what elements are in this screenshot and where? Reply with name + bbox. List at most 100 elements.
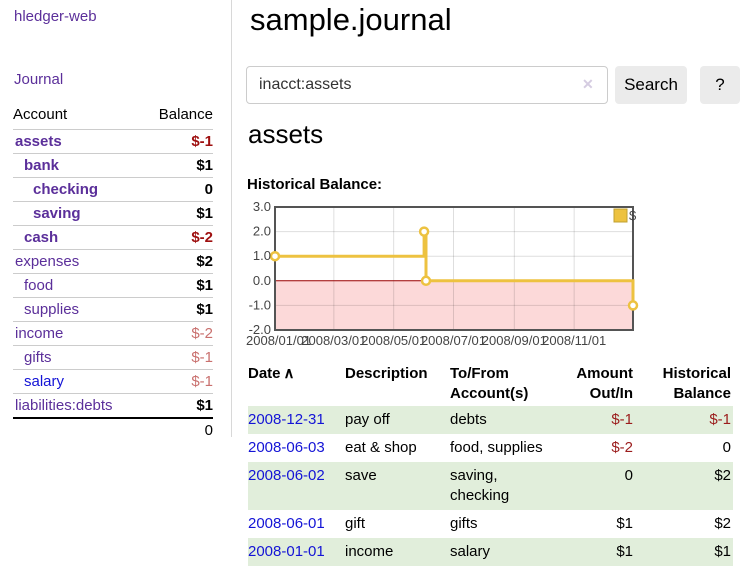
data-point — [627, 300, 639, 311]
accounts-cell: gifts — [450, 515, 478, 532]
account-link[interactable]: income — [15, 325, 64, 342]
y-tick-label: 2.0 — [253, 224, 271, 239]
account-link[interactable]: gifts — [24, 349, 52, 366]
account-balance: $1 — [142, 201, 213, 226]
col-header-date: Date ∧ — [248, 362, 345, 406]
register-row: 2008-01-01 income salary $1 $1 — [248, 538, 733, 566]
register-row: 2008-06-03 eat & shop food, supplies $-2 0 — [248, 434, 733, 462]
account-balance: $1 — [196, 397, 213, 414]
y-tick-label: 0.0 — [253, 273, 271, 288]
account-link[interactable]: salary — [24, 373, 65, 390]
account-link[interactable]: food — [24, 277, 54, 294]
transaction-date-link[interactable]: 2008-12-31 — [248, 411, 325, 428]
account-row: bank $1 — [13, 153, 213, 178]
account-link[interactable]: supplies — [24, 301, 80, 318]
account-link[interactable]: saving — [33, 205, 81, 222]
main-content: sample.journal ✕ Search ? assets Histori… — [246, 0, 742, 582]
transaction-date-link[interactable]: 2008-06-03 — [248, 439, 325, 456]
balance-cell: $-1 — [635, 406, 733, 434]
search-button[interactable]: Search — [615, 66, 687, 104]
total-row-spacer — [13, 417, 143, 442]
x-tick-label: 2008/03/01 — [301, 333, 366, 348]
date-header-label: Date — [248, 365, 281, 382]
legend-swatch — [613, 208, 628, 223]
balance-column-header: Balance — [142, 103, 213, 130]
col-header-accounts: To/From Account(s) — [450, 365, 529, 402]
balance-cell: $2 — [635, 462, 733, 510]
transaction-date-link[interactable]: 2008-06-01 — [248, 515, 325, 532]
register-body: 2008-12-31 pay off debts $-1 $-1 2008-06-03 ea… — [248, 406, 733, 566]
x-tick-label: 2008/09/01 — [482, 333, 547, 348]
balance-cell: $1 — [635, 538, 733, 566]
account-balance: 0 — [142, 177, 213, 202]
account-link[interactable]: liabilities:debts — [15, 397, 113, 414]
account-link[interactable]: checking — [33, 181, 99, 198]
y-tick-label: -1.0 — [249, 297, 271, 312]
amount-cell: $1 — [560, 538, 635, 566]
app-title-link[interactable]: hledger-web — [14, 8, 97, 25]
accounts-cell: saving, checking — [450, 462, 560, 510]
account-row: assets $-1 — [13, 129, 213, 154]
account-row: supplies $1 — [13, 297, 213, 322]
register-header-row: Date ∧ Description To/From Account(s) Amo… — [248, 362, 733, 406]
account-balance: $1 — [142, 153, 213, 178]
date-cell: 2008-06-01 — [248, 510, 345, 538]
accounts-cell: salary — [450, 538, 560, 566]
help-button[interactable]: ? — [700, 66, 740, 104]
legend-label: $ — [629, 208, 637, 223]
x-tick-label: 2008/07/01 — [421, 333, 486, 348]
amount-cell: $-1 — [560, 406, 635, 434]
date-cell: 2008-01-01 — [248, 538, 345, 566]
transaction-date-link[interactable]: 2008-01-01 — [248, 543, 325, 560]
date-cell: 2008-12-31 — [248, 406, 345, 434]
total-balance: 0 — [142, 417, 213, 442]
y-tick-label: 3.0 — [253, 200, 271, 214]
balance-cell: 0 — [722, 439, 731, 456]
amount-cell: 0 — [560, 462, 635, 510]
y-tick-label: -2.0 — [249, 322, 271, 337]
description-cell: gift — [345, 515, 366, 532]
clear-search-icon[interactable]: ✕ — [582, 76, 594, 92]
amount-cell: $1 — [616, 515, 633, 532]
page-title: sample.journal — [250, 2, 452, 37]
account-balance: $-1 — [142, 345, 213, 370]
data-point — [418, 226, 430, 237]
x-tick-label: 2008/11/01 — [542, 333, 606, 348]
col-header-description: Description — [345, 365, 428, 382]
balance-chart: 3.0 2.0 1.0 0.0 -1.0 -2.02008/01/012008/03/01… — [246, 200, 639, 348]
account-row: salary $-1 — [13, 369, 213, 394]
transaction-date-link[interactable]: 2008-06-02 — [248, 467, 325, 484]
chart-title: Historical Balance: — [247, 176, 383, 193]
total-row: 0 — [13, 417, 213, 442]
account-row: cash $-2 — [13, 225, 213, 250]
account-row: saving $1 — [13, 201, 213, 226]
negative-region — [275, 280, 633, 330]
account-balance: $-1 — [142, 369, 213, 394]
col-header-balance: Historical Balance — [662, 365, 731, 402]
account-row: income $-2 — [13, 321, 213, 346]
sidebar-item-journal[interactable]: Journal — [14, 71, 64, 88]
account-row: food $1 — [13, 273, 213, 298]
account-balance: $-2 — [142, 225, 213, 250]
account-link[interactable]: cash — [24, 229, 59, 246]
search-form: ✕ Search ? — [246, 66, 742, 104]
account-table-body: assets $-1 bank $1 checking 0 saving $1 cash $-2 e… — [13, 129, 213, 419]
account-row: checking 0 — [13, 177, 213, 202]
sidebar: hledger-web Journal Account Balance asse… — [0, 0, 232, 442]
account-link[interactable]: assets — [15, 133, 62, 150]
search-input[interactable] — [246, 66, 608, 104]
x-tick-label: 2008/05/01 — [361, 333, 426, 348]
account-link[interactable]: expenses — [15, 253, 80, 270]
account-balance: $1 — [142, 273, 213, 298]
register-table: Date ∧ Description To/From Account(s) Amo… — [248, 362, 733, 566]
date-cell: 2008-06-02 — [248, 462, 345, 510]
description-cell: pay off — [345, 406, 450, 434]
account-column-header: Account — [13, 103, 143, 130]
balance-cell: $2 — [714, 515, 731, 532]
account-row: liabilities:debts $1 — [13, 394, 213, 419]
account-link[interactable]: bank — [24, 157, 60, 174]
description-cell: save — [345, 462, 450, 510]
account-balance-table: Account Balance assets $-1 bank $1 checking 0… — [13, 103, 213, 442]
register-row: 2008-06-02 save saving, checking 0 $2 — [248, 462, 733, 510]
register-row: 2008-06-01 gift gifts $1 $2 — [248, 510, 733, 538]
